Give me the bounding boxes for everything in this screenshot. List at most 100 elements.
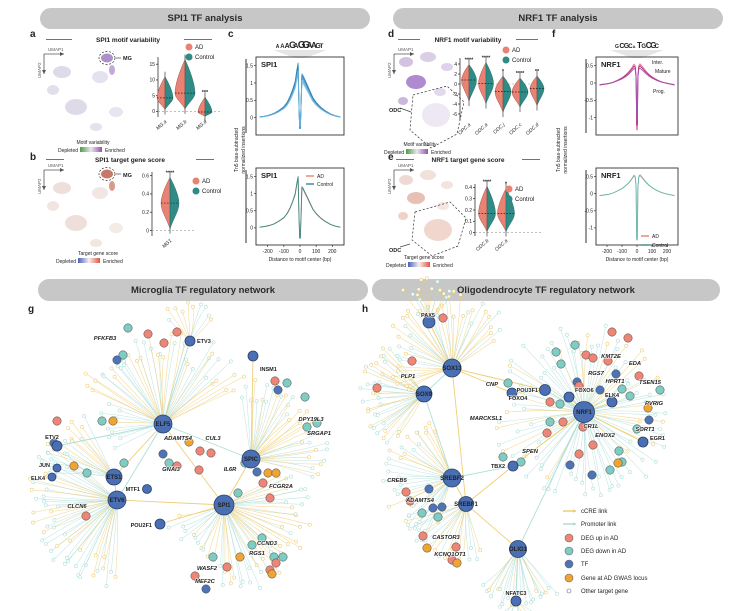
legend-b-control: Control (202, 189, 221, 195)
other-target-gene-node (31, 480, 36, 485)
other-target-gene-node (381, 479, 386, 483)
legend-a-control-dot (185, 53, 193, 61)
logo-letter: C (655, 44, 660, 50)
other-target-gene-node (552, 365, 557, 370)
other-target-gene-node (365, 382, 370, 387)
other-target-gene-node (195, 541, 200, 545)
deg-up-node (270, 376, 280, 386)
network-edge (583, 410, 666, 414)
other-target-gene-node (498, 587, 503, 592)
y-tick-label: 1 (250, 191, 253, 197)
deg-down-node (302, 422, 312, 432)
other-target-gene-node (369, 362, 374, 367)
hub-link (56, 423, 164, 447)
violin-plot-e_violin: 0.4 0.3 0.2 0.1 0 **** ODC.b * ODC.a (465, 179, 541, 253)
gwas-gene-node (452, 558, 462, 568)
other-target-gene-node (415, 312, 420, 316)
deg-up-node (159, 338, 169, 348)
legend-a-title: Motif variability (76, 140, 110, 146)
other-target-gene-node (546, 586, 551, 590)
other-target-gene-node (49, 549, 54, 553)
panel-letter-b: b (30, 152, 36, 163)
other-target-gene-node (93, 378, 98, 383)
other-target-gene-node (662, 444, 667, 449)
tf-hub-label: FOXO6 (575, 388, 594, 394)
polygon-shape (42, 186, 46, 190)
x-category-label: ODC.j (492, 121, 507, 135)
other-target-gene-node (489, 594, 494, 599)
umap-blob (437, 202, 449, 210)
hub-link (583, 411, 644, 443)
x-category-label: ODC.b (475, 238, 491, 253)
other-target-gene-node (85, 383, 90, 388)
other-target-gene-node (156, 352, 160, 357)
legend-a-ad: AD (195, 45, 204, 51)
f-legend-control: Control (652, 243, 668, 249)
network-edge (162, 376, 245, 425)
deg-up-node (271, 558, 281, 568)
other-target-gene-node (78, 575, 82, 580)
other-target-gene-node (387, 448, 392, 453)
x-category-label: MG.a (155, 119, 168, 132)
other-target-gene-node (285, 412, 290, 417)
footprint-line-Control (259, 176, 341, 239)
y-tick-label: 0.5 (246, 209, 253, 215)
legend-b-enriched: Enriched (103, 259, 123, 265)
other-target-gene-node (488, 331, 493, 335)
other-target-gene-node (99, 411, 104, 416)
gene-label: KMT2E (601, 354, 622, 360)
y-tick-label: 0.3 (465, 196, 472, 202)
other-target-gene-node (508, 358, 513, 363)
other-target-gene-node (496, 442, 501, 447)
gwas-gene-node (422, 543, 432, 553)
other-target-gene-node (397, 344, 401, 349)
cell-region-outline (411, 201, 467, 257)
gwas-gene-node (108, 416, 118, 426)
deg-up-node (588, 440, 598, 450)
other-target-gene-node (494, 426, 499, 431)
networks-layer: ELF5 ETS1 ETV6 SPI1 SPIC ETV3 ETV2 JUN ELK4 MTF1 P… (28, 276, 668, 611)
other-target-gene-node (216, 357, 221, 362)
other-target-gene-node (107, 435, 111, 440)
other-target-gene-node (524, 474, 529, 479)
tf-hub-NFATC3 (510, 595, 522, 607)
gene-label: CREB5 (387, 478, 407, 484)
umap-e-y-label: UMAP2 (387, 178, 392, 194)
deg-up-node (574, 381, 584, 391)
y-tick-label: 10 (149, 78, 155, 84)
umap-d-y-label: UMAP2 (387, 62, 392, 78)
line-shape (399, 107, 412, 113)
legend-item-label: TF (581, 562, 589, 568)
other-target-gene-node (625, 449, 630, 454)
tf-hub-SOX9 (415, 385, 433, 403)
other-target-gene-node (412, 526, 417, 531)
other-target-gene-node (402, 451, 407, 456)
tf-hub-label: ETV2 (45, 435, 59, 441)
y-tick-label: 15 (149, 62, 155, 68)
deg-down-node (433, 512, 443, 522)
other-target-gene-node (299, 487, 303, 492)
other-target-gene-node (253, 378, 258, 383)
other-target-gene-node (403, 518, 408, 523)
legend-a-gradient (80, 147, 102, 152)
other-target-gene-node (298, 546, 303, 550)
other-target-gene-node (93, 553, 98, 558)
other-target-gene-node (110, 430, 114, 435)
other-target-gene-node (488, 325, 493, 330)
logo-letter: G (624, 43, 630, 50)
gene-label: MARCKSL1 (470, 416, 502, 422)
other-target-gene-node (240, 579, 245, 584)
other-target-gene-node (316, 472, 321, 477)
logo-letter: A (280, 44, 285, 50)
tf-hub-MTF1 (142, 484, 152, 494)
other-target-gene-node (487, 314, 492, 319)
other-target-gene-node (179, 537, 184, 542)
other-target-gene-node (138, 355, 143, 360)
other-target-gene-node (615, 347, 620, 352)
hub-link (116, 499, 225, 506)
deg-up-node (405, 496, 415, 506)
legend-e-title: Target gene score (404, 255, 444, 261)
other-target-gene-node (218, 564, 223, 568)
other-target-gene-node (51, 525, 56, 530)
hub-link (116, 423, 164, 501)
